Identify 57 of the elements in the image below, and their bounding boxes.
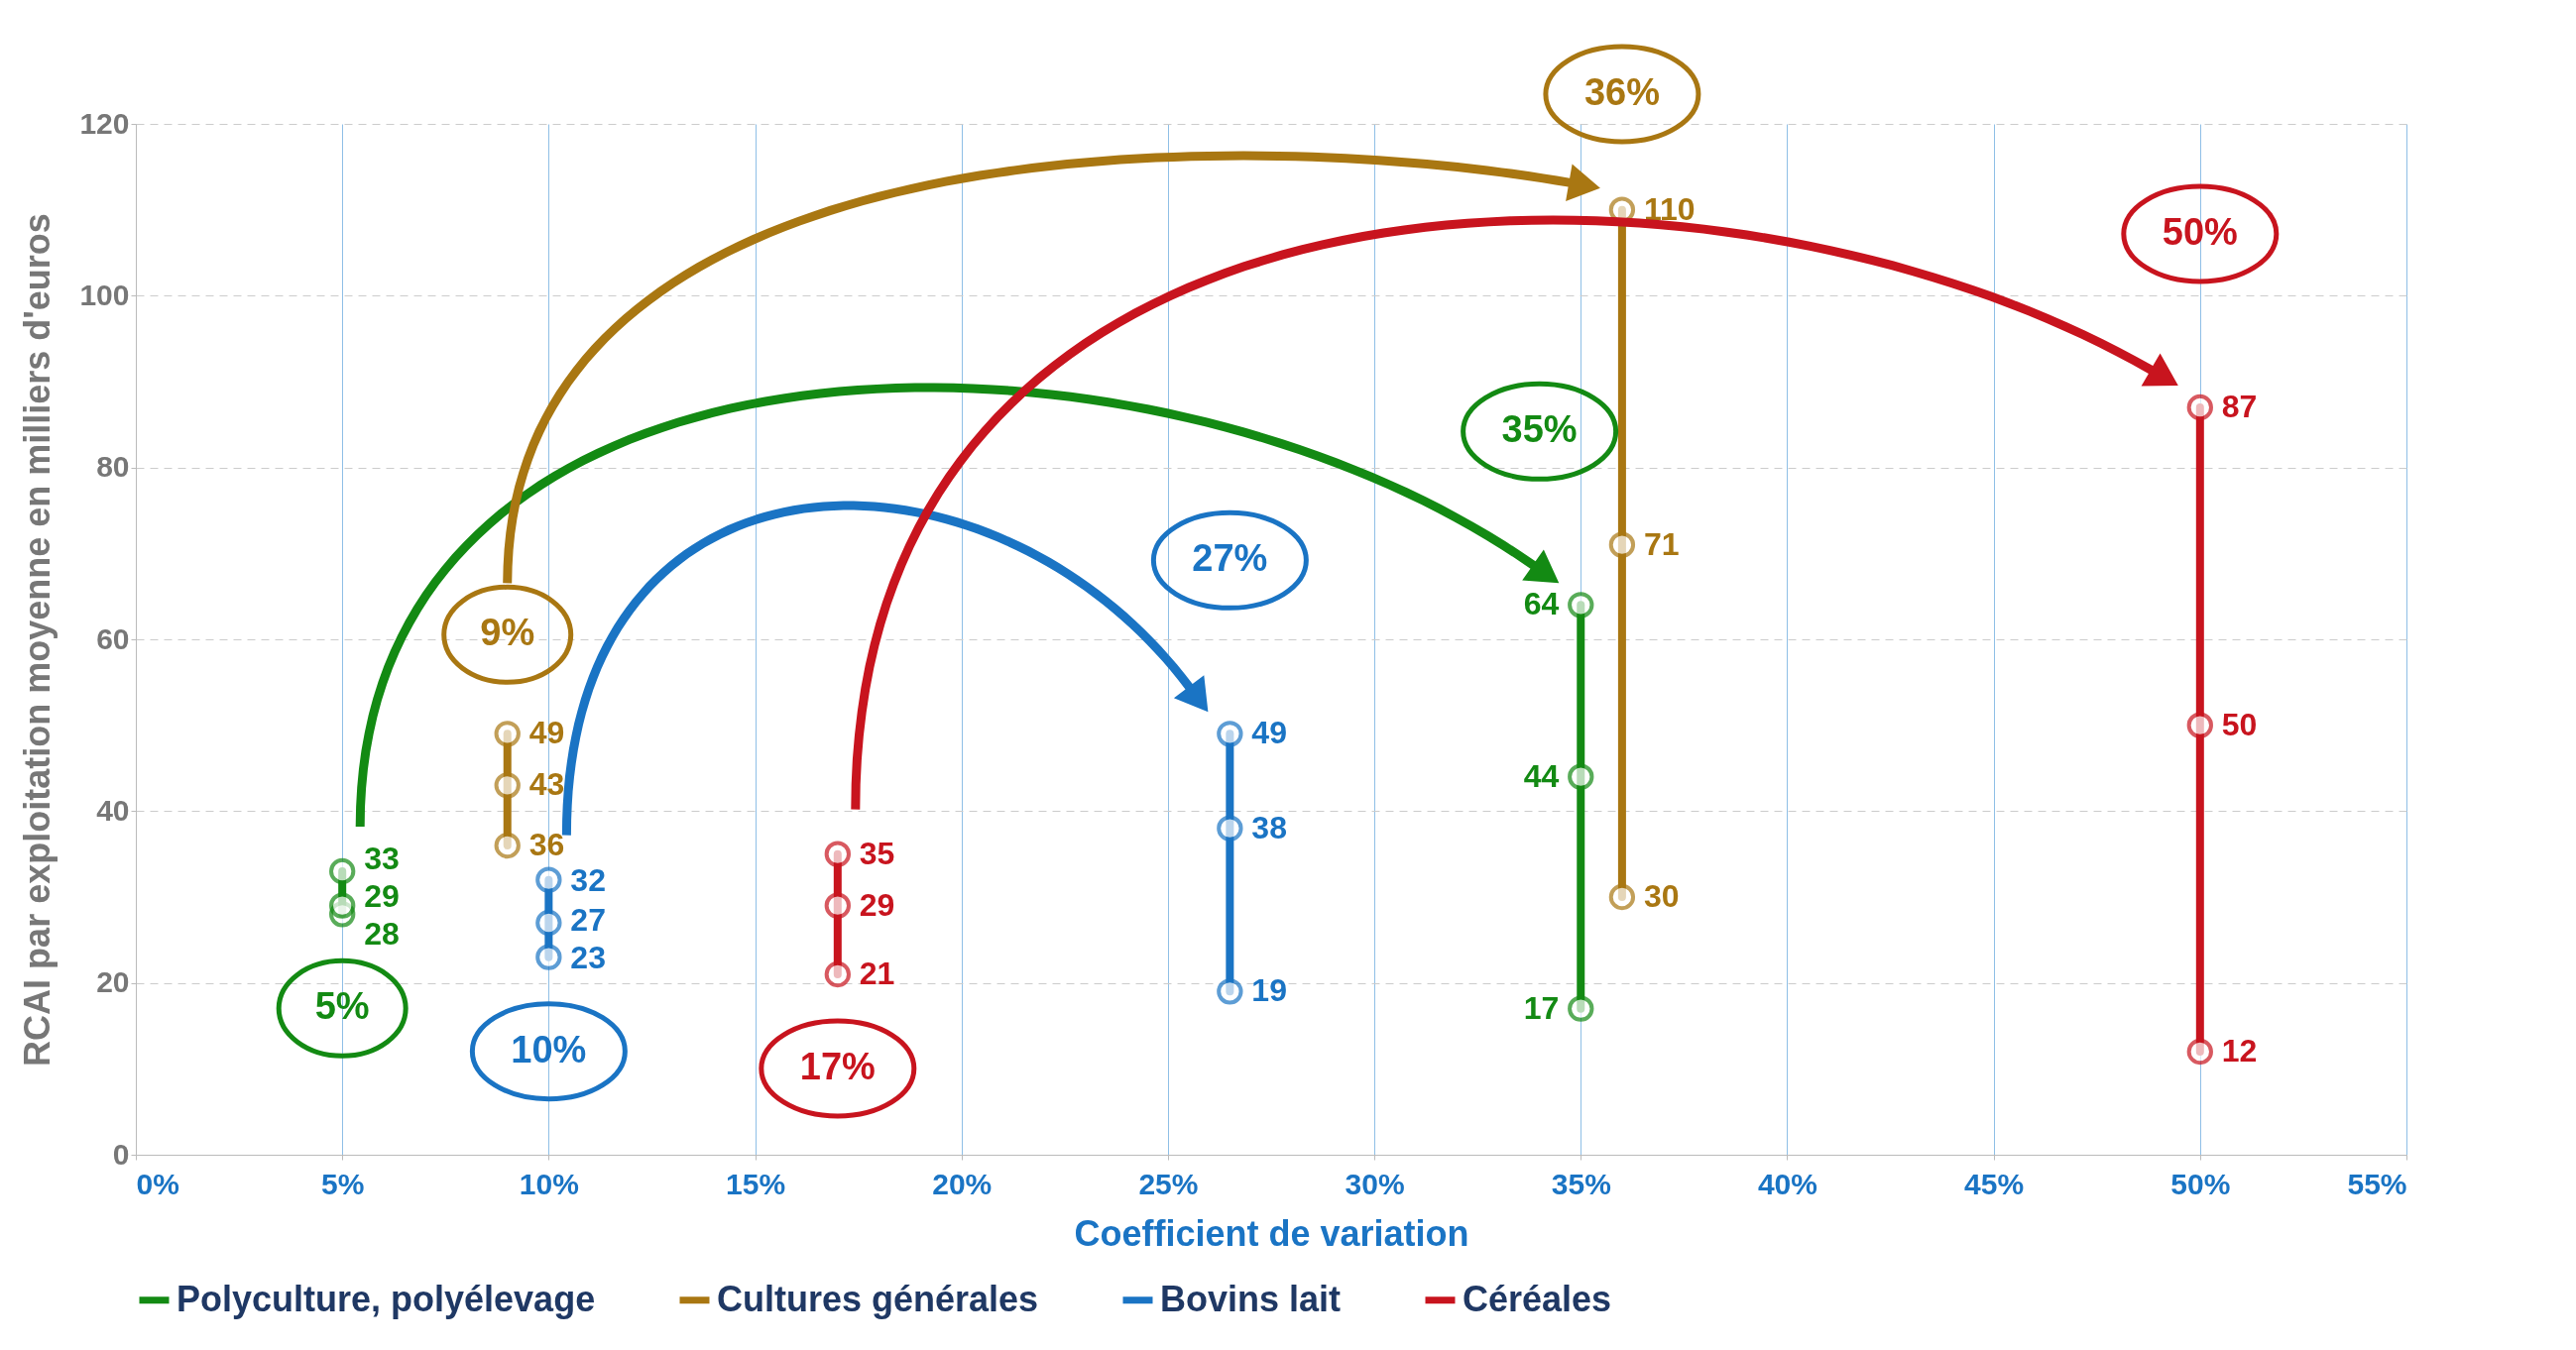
x-tick-label: 20% <box>932 1167 993 1200</box>
y-tick-label: 100 <box>79 278 130 311</box>
data-label: 44 <box>1523 757 1560 794</box>
x-tick-label: 0% <box>136 1167 179 1200</box>
text: 36% <box>1583 71 1660 113</box>
data-label: 71 <box>1643 525 1680 562</box>
annotation: 9% <box>480 612 535 654</box>
data-label: 64 <box>1523 586 1560 622</box>
data-label: 38 <box>1251 809 1287 845</box>
data-label: 19 <box>1251 972 1287 1009</box>
annotation: 17% <box>799 1046 876 1087</box>
x-tick-label: 15% <box>726 1167 786 1200</box>
legend-label: Cultures générales <box>717 1278 1039 1319</box>
x-tick-label: 50% <box>2170 1167 2231 1200</box>
data-label: 49 <box>1251 715 1287 751</box>
legend-label: Céréales <box>1463 1278 1612 1319</box>
data-label: 30 <box>1643 878 1680 914</box>
y-tick-label: 80 <box>96 450 130 484</box>
x-tick-label: 10% <box>519 1167 579 1200</box>
data-label: 29 <box>364 878 400 914</box>
x-tick-label: 5% <box>321 1167 365 1200</box>
data-label: 36 <box>528 827 565 862</box>
annotation: 35% <box>1501 408 1578 451</box>
y-tick-label: 40 <box>96 793 130 827</box>
annotation: 10% <box>511 1028 587 1070</box>
data-label: 29 <box>859 886 895 923</box>
data-label: 35 <box>859 835 895 871</box>
data-label: 33 <box>364 841 400 876</box>
y-tick-label: 0 <box>112 1137 130 1171</box>
data-label: 49 <box>528 715 565 751</box>
y-tick-label: 60 <box>96 621 130 655</box>
data-label: 87 <box>2221 389 2258 424</box>
annotation: 50% <box>2162 211 2238 253</box>
x-tick-label: 25% <box>1138 1167 1199 1200</box>
x-tick-label: 40% <box>1757 1167 1817 1200</box>
data-label: 50 <box>2221 706 2258 742</box>
legend-label: Bovins lait <box>1160 1278 1342 1319</box>
data-label: 23 <box>570 939 606 975</box>
data-label: 12 <box>2221 1033 2258 1069</box>
x-axis-title: Coefficient de variation <box>1074 1212 1469 1254</box>
annotation: 27% <box>1192 537 1268 580</box>
x-tick-label: 30% <box>1345 1167 1405 1200</box>
y-tick-label: 120 <box>79 106 130 140</box>
data-label: 28 <box>364 916 400 952</box>
data-label: 21 <box>859 956 895 991</box>
annotation: 5% <box>314 985 370 1028</box>
x-tick-label: 35% <box>1551 1167 1611 1200</box>
data-label: 110 <box>1643 190 1696 227</box>
data-label: 27 <box>570 901 606 938</box>
x-tick-label: 55% <box>2347 1167 2407 1200</box>
y-tick-label: 20 <box>96 965 130 999</box>
y-axis-title: RCAI par exploitation moyenne en milliers d'euros <box>17 213 59 1067</box>
data-label: 32 <box>570 861 606 898</box>
data-label: 17 <box>1523 989 1560 1026</box>
data-label: 43 <box>528 766 565 803</box>
legend-label: Polyculture, polyélevage <box>176 1278 596 1319</box>
x-tick-label: 45% <box>1964 1167 2025 1200</box>
